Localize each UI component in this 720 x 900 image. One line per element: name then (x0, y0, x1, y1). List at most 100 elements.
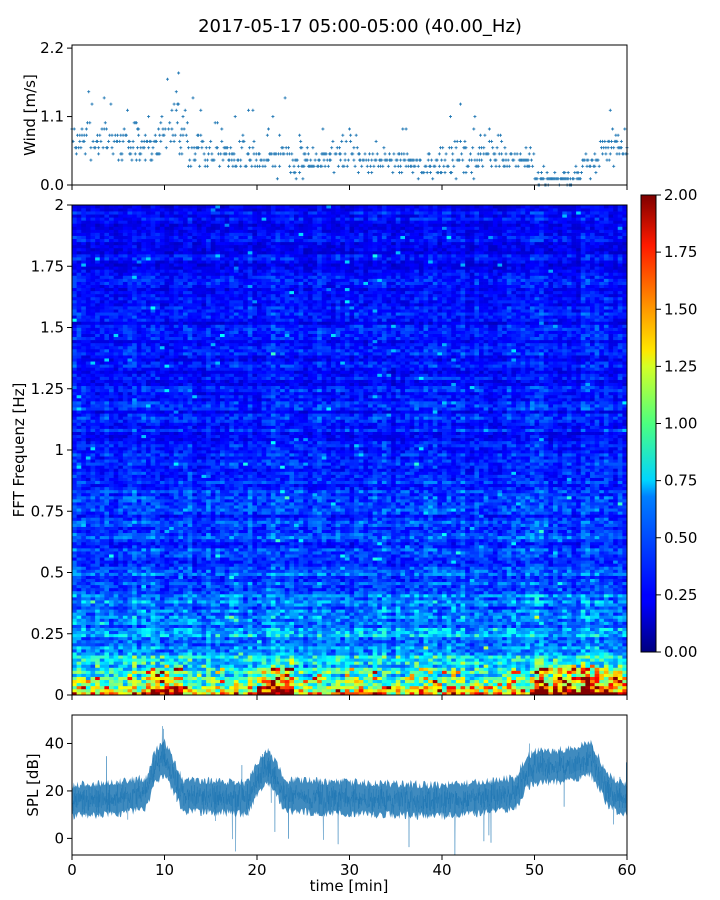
heatmap-cell (469, 600, 475, 604)
heatmap-cell (386, 572, 392, 576)
heatmap-cell (506, 590, 512, 595)
heatmap-cell (414, 642, 420, 647)
heatmap-cell (381, 584, 387, 589)
heatmap-cell (423, 575, 429, 579)
heatmap-cell (229, 649, 235, 653)
heatmap-cell (492, 618, 498, 622)
heatmap-cell (603, 682, 609, 687)
heatmap-cell (617, 618, 623, 622)
heatmap-cell (312, 612, 318, 616)
heatmap-cell (270, 572, 276, 576)
heatmap-cell (344, 667, 350, 671)
heatmap-cell (303, 593, 309, 598)
heatmap-cell (386, 618, 392, 622)
heatmap-cell (294, 655, 299, 659)
heatmap-cell (252, 691, 258, 696)
heatmap-cell (284, 646, 290, 650)
heatmap-cell (580, 649, 586, 653)
heatmap-cell (238, 575, 244, 579)
heatmap-cell (576, 612, 582, 616)
heatmap-cell (358, 590, 364, 595)
heatmap-cell (146, 670, 151, 674)
heatmap-cell (580, 590, 586, 595)
heatmap-cell (266, 642, 272, 647)
heatmap-cell (275, 569, 281, 573)
heatmap-cell (599, 615, 605, 619)
heatmap-cell (229, 593, 235, 598)
heatmap-cell (270, 667, 276, 671)
heatmap-cell (465, 649, 471, 653)
heatmap-cell (210, 578, 216, 583)
heatmap-cell (136, 670, 142, 674)
heatmap-cell (613, 621, 619, 625)
heatmap-cell (289, 670, 295, 674)
heatmap-cell (553, 652, 558, 656)
heatmap-cell (534, 590, 540, 595)
heatmap-cell (372, 679, 378, 684)
heatmap-cell (104, 688, 110, 693)
heatmap-cell (525, 642, 531, 647)
heatmap-cell (104, 575, 110, 579)
heatmap-cell (590, 600, 595, 604)
heatmap-cell (173, 606, 179, 610)
heatmap-cell (358, 624, 364, 628)
heatmap-cell (381, 691, 387, 696)
heatmap-cell (303, 658, 309, 662)
heatmap-cell (164, 639, 170, 644)
heatmap-cell (150, 658, 156, 662)
heatmap-cell (580, 630, 586, 635)
heatmap-cell (617, 575, 623, 579)
heatmap-cell (488, 587, 494, 592)
heatmap-cell (469, 667, 475, 671)
heatmap-cell (275, 642, 281, 647)
heatmap-cell (566, 652, 572, 656)
heatmap-cell (460, 621, 466, 625)
heatmap-cell (155, 688, 161, 693)
heatmap-cell (331, 633, 336, 638)
heatmap-cell (603, 615, 609, 619)
heatmap-cell (99, 618, 105, 622)
heatmap-cell (261, 658, 267, 662)
heatmap-cell (617, 676, 623, 681)
heatmap-cell (576, 652, 582, 656)
heatmap-cell (280, 658, 286, 662)
heatmap-cell (372, 673, 378, 677)
heatmap-cell (590, 688, 595, 693)
heatmap-cell (113, 646, 119, 650)
heatmap-cell (233, 615, 239, 619)
heatmap-cell (261, 593, 267, 598)
heatmap-cell (146, 597, 151, 601)
heatmap-cell (81, 600, 87, 604)
heatmap-cell (196, 606, 202, 610)
heatmap-cell (418, 584, 424, 589)
heatmap-cell (178, 636, 184, 641)
heatmap-cell (381, 676, 387, 681)
heatmap-cell (516, 578, 521, 583)
heatmap-cell (613, 676, 619, 681)
heatmap-cell (229, 642, 235, 647)
heatmap-cell (76, 676, 82, 681)
heatmap-cell (294, 646, 299, 650)
heatmap-cell (525, 597, 531, 601)
heatmap-cell (368, 606, 373, 610)
heatmap-cell (192, 661, 198, 665)
heatmap-cell (257, 606, 262, 610)
heatmap-cell (516, 642, 521, 647)
heatmap-cell (220, 652, 225, 656)
heatmap-cell (298, 691, 304, 696)
heatmap-cell (506, 630, 512, 635)
heatmap-cell (118, 612, 124, 616)
heatmap-cell (539, 593, 545, 598)
heatmap-cell (243, 593, 249, 598)
heatmap-cell (613, 584, 619, 589)
heatmap-cell (76, 627, 82, 632)
heatmap-cell (261, 587, 267, 592)
heatmap-cell (104, 621, 110, 625)
heatmap-cell (557, 630, 563, 635)
heatmap-cell (76, 649, 82, 653)
heatmap-cell (224, 627, 230, 632)
heatmap-cell (201, 578, 207, 583)
heatmap-cell (405, 682, 410, 687)
heatmap-cell (127, 569, 133, 573)
heatmap-cell (354, 584, 360, 589)
